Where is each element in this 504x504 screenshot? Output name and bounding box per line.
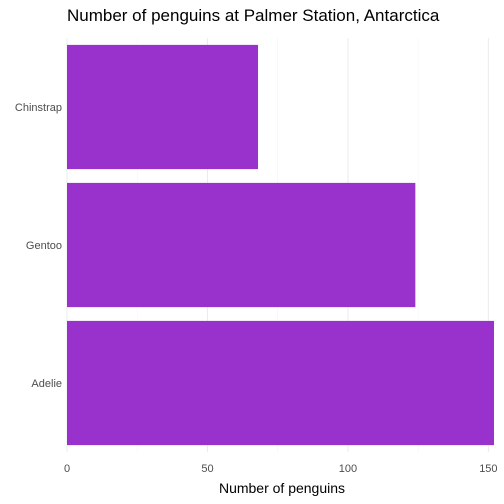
bar-adelie [67, 320, 494, 446]
y-tick-labels: Adelie Gentoo Chinstrap [15, 102, 62, 390]
chart-title: Number of penguins at Palmer Station, An… [67, 6, 440, 25]
x-tick-label: 50 [201, 463, 213, 475]
bar-gentoo [67, 182, 416, 308]
x-tick-label: 0 [64, 463, 70, 475]
bar-chinstrap [67, 44, 259, 170]
bars [67, 44, 494, 446]
y-tick-label: Adelie [31, 378, 62, 390]
x-tick-label: 100 [339, 463, 357, 475]
y-tick-label: Gentoo [26, 240, 62, 252]
x-tick-label: 150 [479, 463, 497, 475]
x-axis-title: Number of penguins [219, 480, 345, 496]
y-tick-label: Chinstrap [15, 102, 62, 114]
x-tick-labels: 0 50 100 150 [64, 463, 498, 475]
